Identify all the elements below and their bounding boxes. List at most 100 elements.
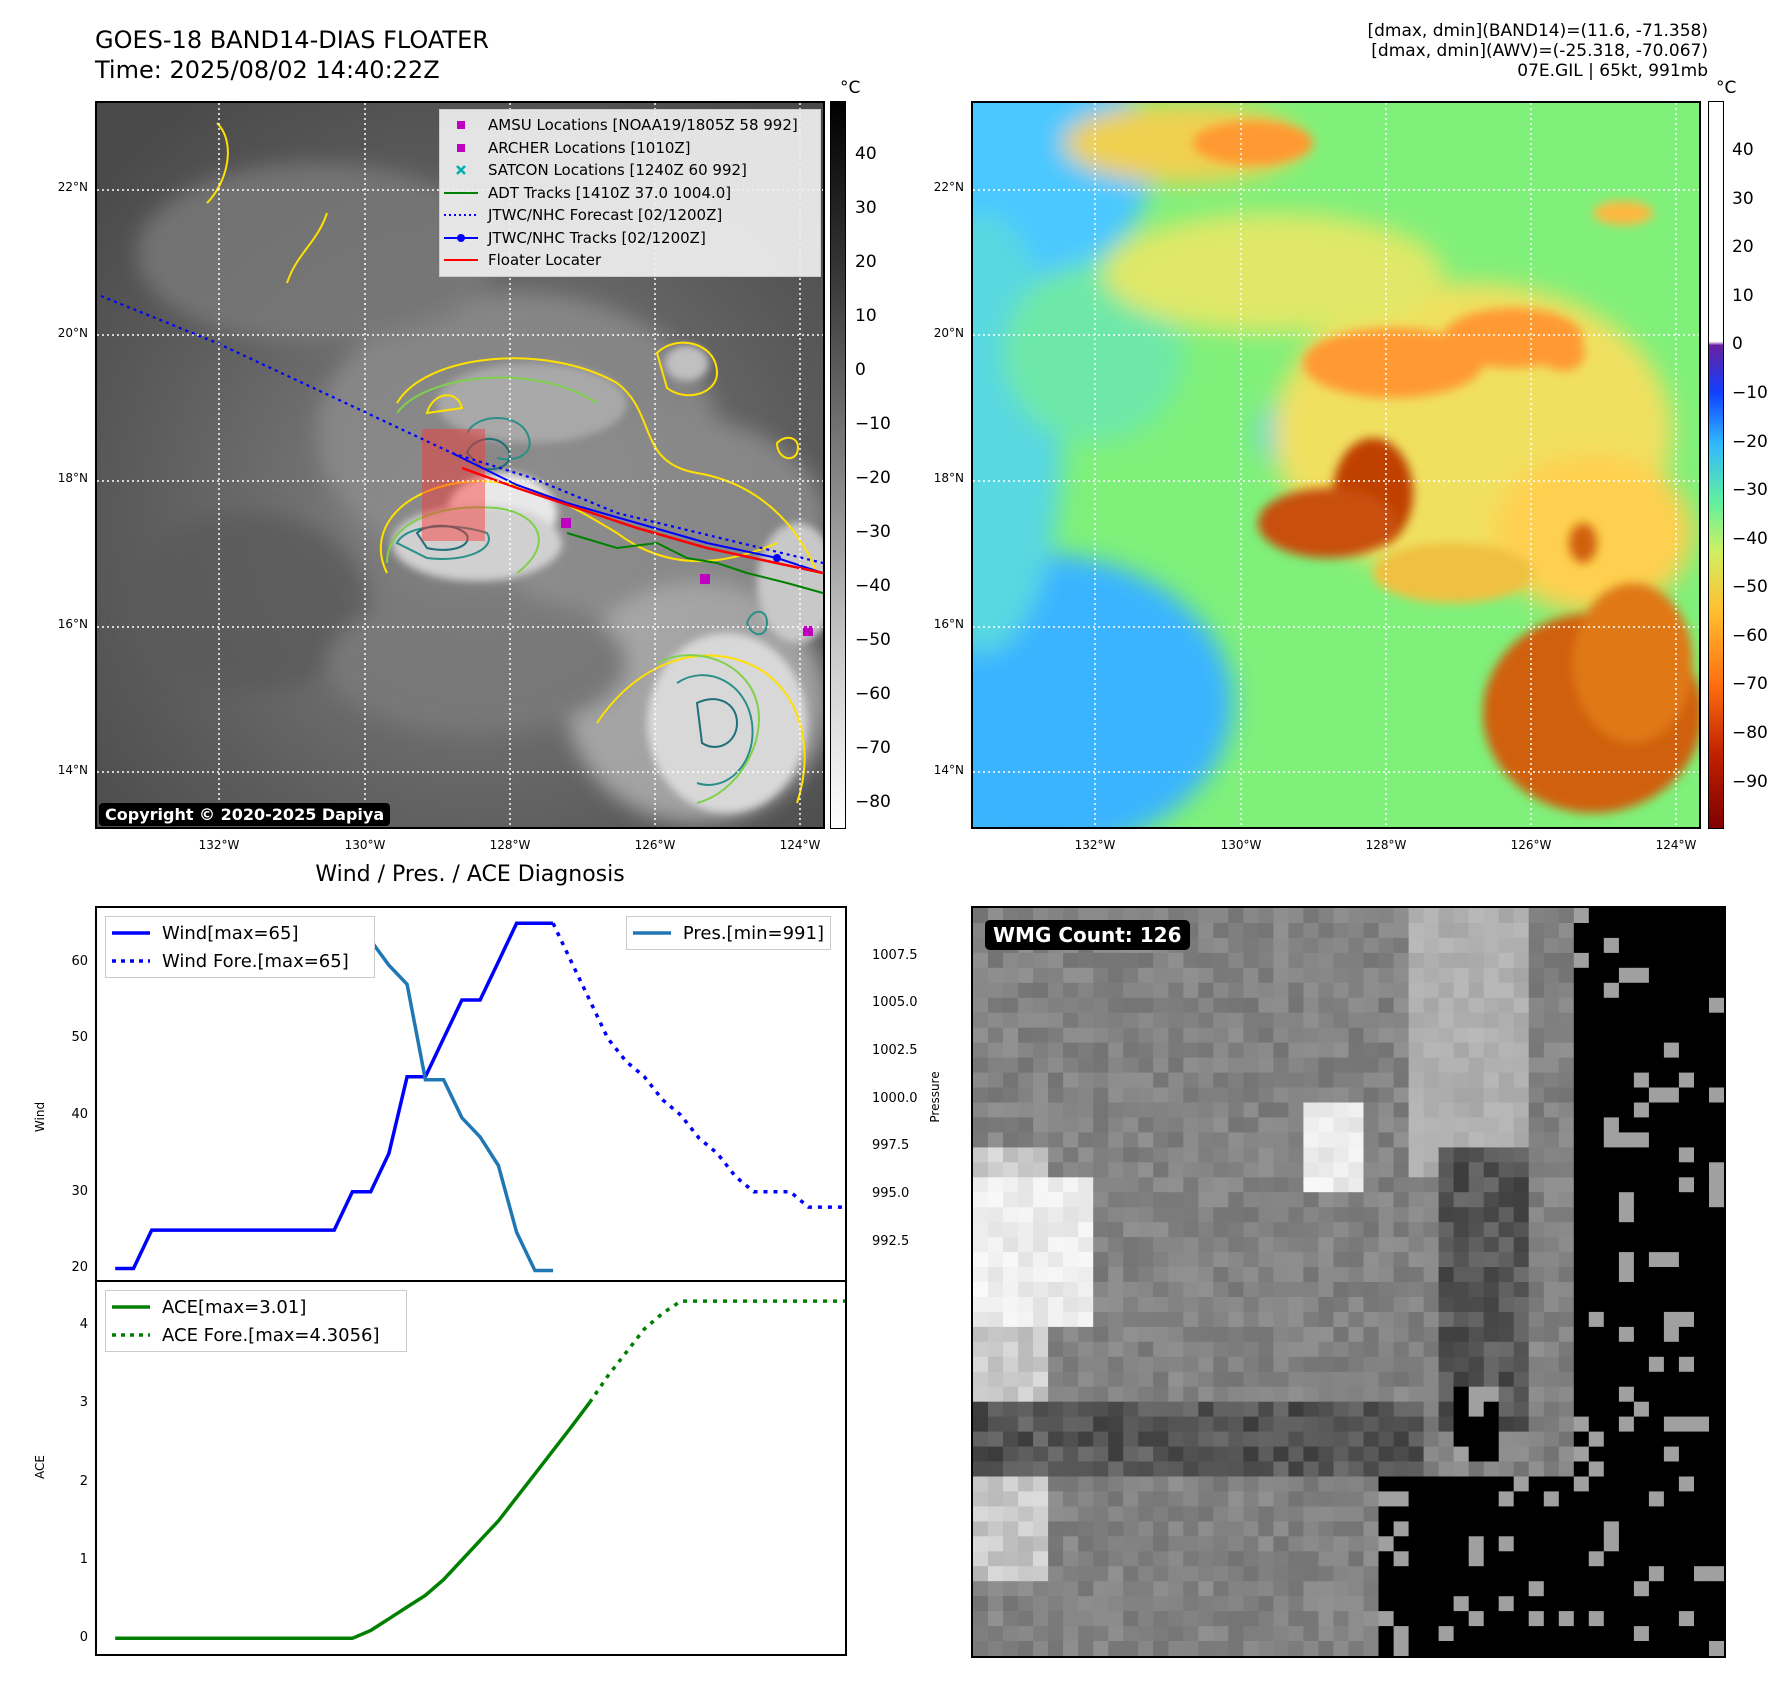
wmg-cell	[1543, 923, 1560, 939]
wmg-cell	[1709, 1506, 1724, 1522]
wmg-cell	[1498, 1401, 1515, 1418]
wmg-cell	[1243, 1311, 1259, 1328]
wmg-cell	[1288, 1551, 1304, 1567]
wmg-cell	[1498, 1012, 1515, 1029]
wmg-cell	[1183, 1566, 1199, 1582]
wmg-cell	[1633, 1611, 1650, 1627]
wmg-cell	[988, 997, 1004, 1014]
wmg-cell	[1168, 1476, 1184, 1493]
wmg-cell	[1483, 1521, 1500, 1537]
wmg-cell	[1108, 1027, 1124, 1044]
wmg-cell	[1258, 1521, 1274, 1537]
wmg-cell	[1558, 1506, 1575, 1522]
wmg-cell	[1123, 1192, 1139, 1208]
wmg-cell	[1288, 1177, 1304, 1193]
wmg-cell	[1228, 1446, 1244, 1463]
wmg-cell	[1348, 997, 1365, 1014]
wmg-cell	[1543, 1461, 1560, 1478]
wmg-cell	[1468, 1611, 1485, 1627]
wmg-cell	[1078, 1057, 1094, 1074]
wmg-cell	[1588, 952, 1605, 969]
wmg-cell	[1168, 1566, 1184, 1582]
wmg-cell	[1228, 1356, 1244, 1373]
wmg-cell	[1168, 1147, 1184, 1163]
wmg-cell	[1528, 1282, 1545, 1298]
wmg-cell	[1243, 997, 1259, 1014]
wmg-cell	[1528, 923, 1545, 939]
wmg-cell	[1363, 1237, 1380, 1253]
wmg-cell	[1198, 1446, 1214, 1463]
wmg-cell	[1093, 1386, 1109, 1403]
wmg-cell	[1123, 1177, 1139, 1193]
wmg-cell	[1694, 1297, 1710, 1313]
wmg-cell	[1498, 982, 1515, 999]
wmg-cell	[1018, 1267, 1034, 1283]
wmg-cell	[1709, 1341, 1724, 1358]
wmg-cell	[1003, 982, 1019, 999]
wmg-cell	[1423, 1626, 1440, 1642]
wmg-cell	[1138, 1596, 1154, 1612]
wmg-cell	[1273, 1252, 1289, 1268]
ir-map-panel: AMSU Locations [NOAA19/1805Z 58 992] ARC…	[95, 101, 825, 829]
wmg-cell	[1198, 1222, 1214, 1238]
wmg-cell	[1273, 1641, 1289, 1656]
wmg-cell	[1633, 1371, 1650, 1388]
wmg-cell	[1288, 1042, 1304, 1059]
wmg-cell	[1273, 1521, 1289, 1537]
wmg-cell	[1228, 1132, 1244, 1148]
wmg-cell	[1633, 1207, 1650, 1223]
copyright-label: Copyright © 2020-2025 Dapiya	[99, 803, 391, 826]
wmg-cell	[1543, 1626, 1560, 1642]
wmg-cell	[1303, 1072, 1319, 1089]
wmg-cell	[1468, 1192, 1485, 1208]
wmg-cell	[1483, 923, 1500, 939]
wmg-cell	[1483, 1057, 1500, 1074]
wmg-cell	[1243, 1326, 1259, 1343]
wmg-cell	[1018, 997, 1034, 1014]
wmg-cell	[1348, 1012, 1365, 1029]
wmg-cell	[1318, 967, 1335, 984]
wmg-cell	[1303, 1147, 1319, 1163]
wmg-cell	[973, 967, 989, 984]
wmg-cell	[1228, 1341, 1244, 1358]
wmg-cell	[1093, 1311, 1109, 1328]
wmg-cell	[973, 1416, 989, 1433]
wmg-cell	[1243, 982, 1259, 999]
wmg-cell	[1138, 1551, 1154, 1567]
wmg-cell	[1498, 1162, 1515, 1178]
wmg-cell	[1018, 1521, 1034, 1537]
wmg-cell	[1709, 1581, 1724, 1597]
wmg-cell	[1243, 1476, 1259, 1493]
wmg-cell	[1513, 1386, 1530, 1403]
wmg-cell	[1228, 937, 1244, 954]
wmg-cell	[1003, 1012, 1019, 1029]
wmg-cell	[1003, 1566, 1019, 1582]
wmg-cell	[1048, 1027, 1064, 1044]
wmg-cell	[1513, 1521, 1530, 1537]
wmg-cell	[1033, 1506, 1049, 1522]
wmg-cell	[1243, 1042, 1259, 1059]
wind-tick: 60	[71, 953, 88, 969]
wmg-cell	[1393, 1252, 1410, 1268]
wmg-cell	[1078, 1386, 1094, 1403]
wmg-cell	[988, 1267, 1004, 1283]
wmg-cell	[1694, 1027, 1710, 1044]
wmg-cell	[1243, 1401, 1259, 1418]
wmg-cell	[1318, 1626, 1335, 1642]
wmg-cell	[1198, 1282, 1214, 1298]
wmg-cell	[1468, 1371, 1485, 1388]
wmg-cell	[1258, 1117, 1274, 1133]
right-colorbar-tick: 40	[1732, 140, 1754, 160]
wmg-cell	[1048, 1162, 1064, 1178]
wmg-cell	[1153, 997, 1169, 1014]
legend-label: ACE Fore.[max=4.3056]	[162, 1324, 380, 1346]
ace-tick: 2	[79, 1473, 88, 1489]
wmg-cell	[1003, 1461, 1019, 1478]
wmg-cell	[1198, 1596, 1214, 1612]
wmg-cell	[1663, 1012, 1680, 1029]
wmg-cell	[1453, 1297, 1470, 1313]
wmg-cell	[1468, 997, 1485, 1014]
ace-tick: 0	[79, 1630, 88, 1646]
wmg-cell	[1138, 1446, 1154, 1463]
wmg-cell	[1558, 1581, 1575, 1597]
